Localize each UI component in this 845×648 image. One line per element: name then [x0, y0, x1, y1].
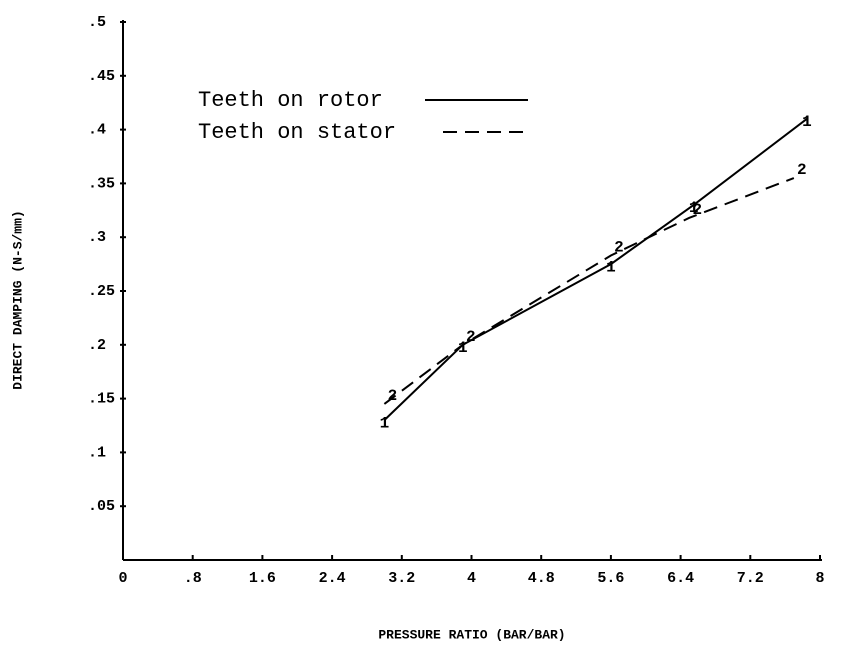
x-tick-label: 4: [467, 570, 476, 587]
x-tick-label: 5.6: [597, 570, 624, 587]
x-tick-label: 0: [118, 570, 127, 587]
y-tick-label: .25: [88, 283, 115, 300]
point-marker: 2: [693, 201, 703, 219]
y-tick-label: .05: [88, 498, 115, 515]
x-tick-label: 2.4: [319, 570, 346, 587]
y-tick-label: .2: [88, 337, 106, 354]
legend-label: Teeth on rotor: [198, 88, 383, 113]
y-tick-label: .3: [88, 229, 106, 246]
x-tick-label: 4.8: [528, 570, 555, 587]
y-tick-label: .5: [88, 14, 106, 31]
legend-label: Teeth on stator: [198, 120, 396, 145]
point-marker: 1: [606, 258, 616, 276]
y-tick-label: .1: [88, 444, 106, 461]
x-tick-label: 6.4: [667, 570, 694, 587]
point-marker: 1: [802, 113, 812, 131]
y-tick-label: .45: [88, 68, 115, 85]
point-marker: 2: [614, 239, 624, 257]
series-line: [383, 177, 795, 405]
x-tick-label: 8: [815, 570, 824, 587]
x-tick-label: 7.2: [737, 570, 764, 587]
series-line: [383, 118, 808, 421]
point-marker: 2: [388, 387, 398, 405]
point-marker: 2: [797, 161, 807, 179]
y-tick-label: .4: [88, 122, 106, 139]
x-tick-label: 1.6: [249, 570, 276, 587]
point-marker: 2: [466, 328, 476, 346]
x-tick-label: 3.2: [388, 570, 415, 587]
y-tick-label: .35: [88, 175, 115, 192]
x-tick-label: .8: [184, 570, 202, 587]
y-axis-label: DIRECT DAMPING (N-S/mm): [10, 210, 25, 389]
point-marker: 1: [689, 199, 699, 217]
y-tick-label: .15: [88, 391, 115, 408]
x-axis-label: PRESSURE RATIO (BAR/BAR): [378, 627, 565, 642]
point-marker: 1: [458, 339, 468, 357]
point-marker: 1: [380, 414, 390, 432]
